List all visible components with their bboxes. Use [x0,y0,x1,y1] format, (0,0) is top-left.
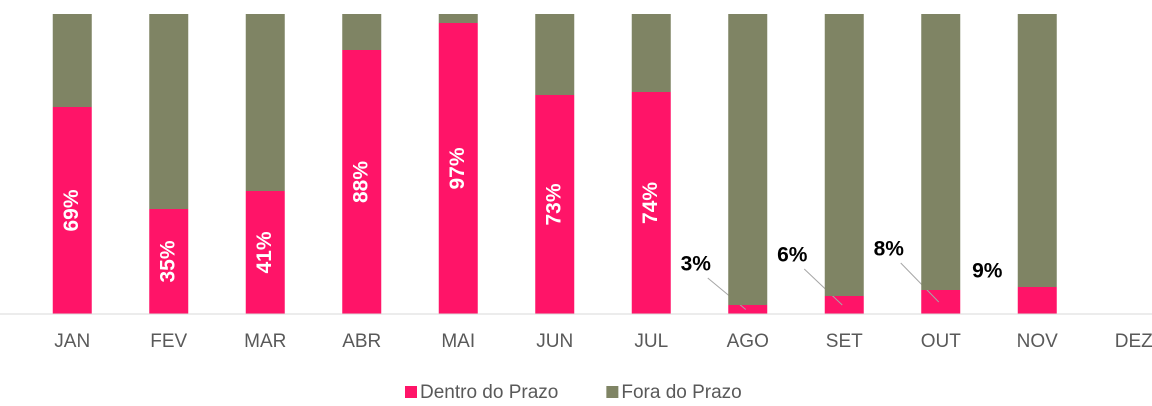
bar-segment [52,107,92,314]
value-label: 69% [60,189,83,231]
bar-segment [535,95,575,314]
legend-swatch [606,386,619,398]
bar-segment [1017,287,1057,314]
x-tick-label: AGO [727,331,769,352]
bar-segment [824,14,864,296]
legend-label: Dentro do Prazo [420,382,558,401]
x-tick-label: JUN [536,331,573,352]
value-label: 35% [156,240,179,282]
bar-segment [438,23,478,314]
x-tick-label: SET [826,331,863,352]
bar-segment [921,14,961,290]
x-tick-label: JUL [634,331,668,352]
value-label: 73% [542,183,565,225]
bar-segment [631,14,671,92]
bar-segment [728,14,768,305]
value-label: 88% [349,161,372,203]
bar-segment [1017,14,1057,287]
x-tick-label: FEV [150,331,187,352]
bar-segment [631,92,671,314]
leader-line [803,268,843,306]
x-tick-label: DEZ [1115,331,1152,352]
value-label: 74% [639,182,662,224]
value-label: 3% [681,253,712,276]
x-tick-label: JAN [54,331,90,352]
x-tick-label: MAR [244,331,286,352]
value-label: 41% [253,231,276,273]
value-label: 6% [777,244,808,267]
bar-segment [245,191,285,314]
bar-segment [921,290,961,314]
bar-segment [728,305,768,314]
bar-segment [438,14,478,23]
bar-segment [149,14,189,209]
x-tick-label: OUT [921,331,962,352]
leader-line [900,262,940,303]
bar-segment [149,209,189,314]
bar-segment [245,14,285,191]
x-tick-label: MAI [441,331,475,352]
x-tick-label: NOV [1017,331,1059,352]
value-label: 9% [972,260,1003,283]
bar-segment [342,50,382,314]
bar-segment [824,296,864,314]
bar-segment [52,14,92,107]
value-label: 97% [446,147,469,189]
value-label: 8% [874,238,905,261]
x-tick-label: ABR [342,331,381,352]
legend-label: Fora do Prazo [621,382,741,401]
bar-segment [342,14,382,50]
bar-segment [535,14,575,95]
legend-swatch [405,386,417,398]
